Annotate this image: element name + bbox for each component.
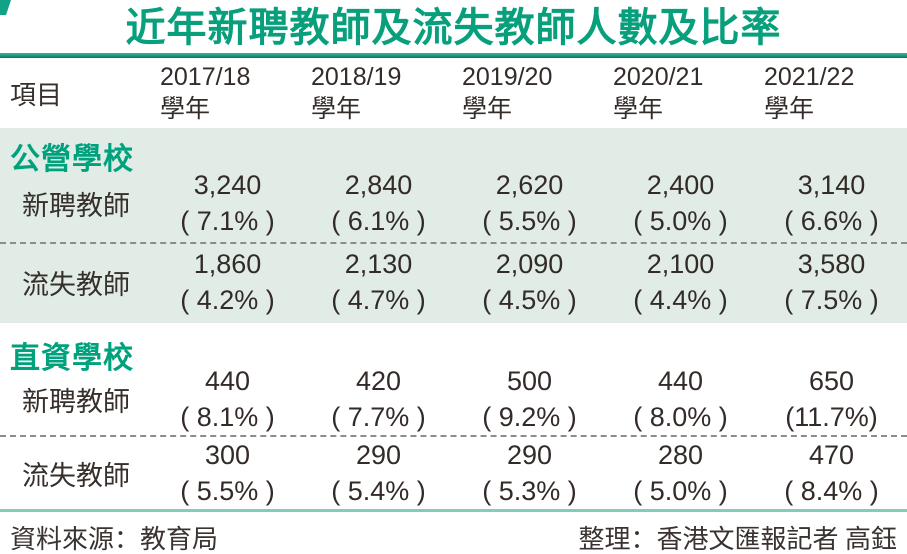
cell-count: 290 xyxy=(355,440,402,470)
cell-public-attrition-2019: 2,090 ( 4.5% ) xyxy=(454,244,605,320)
cell-count: 470 xyxy=(808,440,855,470)
corner-decoration xyxy=(0,0,11,15)
cell-dss-newhire-2019: 500 ( 9.2% ) xyxy=(454,363,605,435)
cell-rate: ( 4.2% ) xyxy=(180,285,275,315)
cell-count: 650 xyxy=(808,366,855,396)
school-year-line: 學年 xyxy=(764,95,815,123)
cell-rate: ( 4.5% ) xyxy=(482,285,577,315)
cell-count: 2,400 xyxy=(646,170,715,200)
cell-public-newhire-2019: 2,620 ( 5.5% ) xyxy=(454,164,605,242)
row-label-attrition: 流失教師 xyxy=(22,269,130,300)
cell-count: 500 xyxy=(506,366,553,396)
row-label-attrition: 流失教師 xyxy=(22,460,130,491)
table-header-row: 項目 2017/18 學年 2018/19 學年 2019/20 學年 2020… xyxy=(0,58,907,128)
cell-rate: ( 5.0% ) xyxy=(633,476,728,506)
cell-count: 3,580 xyxy=(797,249,866,279)
cell-public-newhire-2020: 2,400 ( 5.0% ) xyxy=(605,164,756,242)
school-year-line: 學年 xyxy=(160,95,211,123)
section-dss-schools: 直資學校 新聘教師 440 ( 8.1% ) 420 ( 7.7% ) 500 … xyxy=(0,323,907,509)
row-label-new-hires: 新聘教師 xyxy=(22,190,130,221)
cell-public-attrition-2020: 2,100 ( 4.4% ) xyxy=(605,244,756,320)
year-line: 2018/19 xyxy=(311,63,402,91)
cell-rate: ( 5.4% ) xyxy=(331,476,426,506)
header-item-label: 項目 xyxy=(10,79,63,110)
cell-count: 1,860 xyxy=(193,249,262,279)
cell-dss-newhire-2018: 420 ( 7.7% ) xyxy=(303,363,454,435)
cell-count: 290 xyxy=(506,440,553,470)
school-year-line: 學年 xyxy=(462,95,513,123)
footer: 資料來源：教育局 整理：香港文匯報記者 高鈺 xyxy=(0,512,907,554)
cell-count: 280 xyxy=(657,440,704,470)
cell-dss-newhire-2020: 440 ( 8.0% ) xyxy=(605,363,756,435)
cell-rate: ( 8.4% ) xyxy=(784,476,879,506)
cell-rate: ( 4.7% ) xyxy=(331,285,426,315)
cell-dss-attrition-2017: 300 ( 5.5% ) xyxy=(152,437,303,509)
page-title: 近年新聘教師及流失教師人數及比率 xyxy=(125,5,782,50)
header-year-2021-22: 2021/22 學年 xyxy=(756,61,907,125)
year-line: 2019/20 xyxy=(462,63,553,91)
footer-source: 資料來源：教育局 xyxy=(10,525,219,554)
cell-rate: ( 5.3% ) xyxy=(482,476,577,506)
cell-count: 2,090 xyxy=(495,249,564,279)
cell-public-attrition-2017: 1,860 ( 4.2% ) xyxy=(152,244,303,320)
header-year-2017-18: 2017/18 學年 xyxy=(152,61,303,125)
cell-public-newhire-2021: 3,140 ( 6.6% ) xyxy=(756,164,907,242)
cell-count: 420 xyxy=(355,366,402,396)
year-line: 2021/22 xyxy=(764,63,855,91)
cell-rate: ( 5.0% ) xyxy=(633,206,728,236)
school-year-line: 學年 xyxy=(311,95,362,123)
section-title-dss: 直資學校 xyxy=(10,342,134,375)
cell-rate: ( 4.4% ) xyxy=(633,285,728,315)
cell-count: 3,140 xyxy=(797,170,866,200)
cell-rate: ( 6.1% ) xyxy=(331,206,426,236)
cell-rate: ( 7.5% ) xyxy=(784,285,879,315)
cell-rate: ( 5.5% ) xyxy=(180,476,275,506)
header-year-2020-21: 2020/21 學年 xyxy=(605,61,756,125)
cell-rate: (11.7%) xyxy=(785,402,878,432)
cell-count: 2,620 xyxy=(495,170,564,200)
cell-dss-attrition-2020: 280 ( 5.0% ) xyxy=(605,437,756,509)
cell-count: 440 xyxy=(204,366,251,396)
cell-rate: ( 8.1% ) xyxy=(180,402,275,432)
cell-count: 2,130 xyxy=(344,249,413,279)
cell-public-attrition-2018: 2,130 ( 4.7% ) xyxy=(303,244,454,320)
bottom-divider-rule xyxy=(0,509,907,512)
cell-count: 440 xyxy=(657,366,704,396)
cell-rate: ( 8.0% ) xyxy=(633,402,728,432)
cell-dss-newhire-2021: 650 (11.7%) xyxy=(756,363,907,435)
year-line: 2020/21 xyxy=(613,63,704,91)
cell-public-attrition-2021: 3,580 ( 7.5% ) xyxy=(756,244,907,320)
table-row-dss-attrition: 流失教師 300 ( 5.5% ) 290 ( 5.4% ) 290 ( 5.3… xyxy=(0,435,907,507)
cell-public-newhire-2018: 2,840 ( 6.1% ) xyxy=(303,164,454,242)
cell-rate: ( 9.2% ) xyxy=(482,402,577,432)
table-row-public-attrition: 流失教師 1,860 ( 4.2% ) 2,130 ( 4.7% ) 2,090… xyxy=(0,242,907,320)
header-year-2018-19: 2018/19 學年 xyxy=(303,61,454,125)
header-year-2019-20: 2019/20 學年 xyxy=(454,61,605,125)
cell-dss-attrition-2018: 290 ( 5.4% ) xyxy=(303,437,454,509)
cell-dss-attrition-2019: 290 ( 5.3% ) xyxy=(454,437,605,509)
cell-rate: ( 7.7% ) xyxy=(331,402,426,432)
table-row-public-new-hires: 新聘教師 3,240 ( 7.1% ) 2,840 ( 6.1% ) 2,620… xyxy=(0,164,907,242)
row-label-new-hires: 新聘教師 xyxy=(22,386,130,417)
year-line: 2017/18 xyxy=(160,63,251,91)
section-title-public: 公營學校 xyxy=(10,143,134,176)
cell-rate: ( 6.6% ) xyxy=(784,206,879,236)
cell-count: 2,840 xyxy=(344,170,413,200)
title-bar: 近年新聘教師及流失教師人數及比率 xyxy=(0,0,907,53)
section-public-schools: 公營學校 新聘教師 3,240 ( 7.1% ) 2,840 ( 6.1% ) … xyxy=(0,128,907,323)
cell-public-newhire-2017: 3,240 ( 7.1% ) xyxy=(152,164,303,242)
cell-count: 300 xyxy=(204,440,251,470)
cell-count: 2,100 xyxy=(646,249,715,279)
table-row-dss-new-hires: 新聘教師 440 ( 8.1% ) 420 ( 7.7% ) 500 ( 9.2… xyxy=(0,363,907,435)
cell-rate: ( 5.5% ) xyxy=(482,206,577,236)
cell-dss-newhire-2017: 440 ( 8.1% ) xyxy=(152,363,303,435)
cell-dss-attrition-2021: 470 ( 8.4% ) xyxy=(756,437,907,509)
footer-credit: 整理：香港文匯報記者 高鈺 xyxy=(578,525,897,554)
top-divider-rule xyxy=(0,53,907,58)
cell-rate: ( 7.1% ) xyxy=(180,206,275,236)
school-year-line: 學年 xyxy=(613,95,664,123)
cell-count: 3,240 xyxy=(193,170,262,200)
